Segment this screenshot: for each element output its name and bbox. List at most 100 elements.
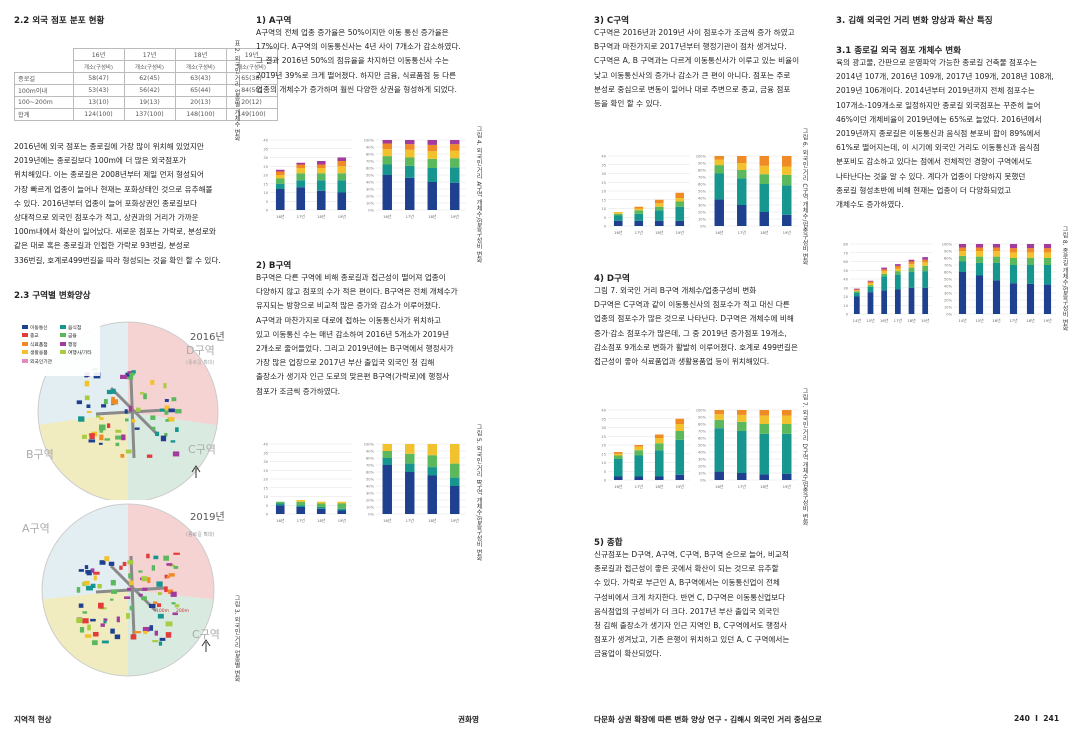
bar-segment <box>427 168 437 182</box>
bar-segment <box>894 271 901 275</box>
y-tick-label: 20 <box>843 295 848 299</box>
y-tick-label: 80% <box>366 457 375 461</box>
map-shop-marker <box>160 435 167 442</box>
north-arrow-icon <box>201 639 211 652</box>
legend-item: 종교 <box>22 333 60 341</box>
legend-item: 생활용품 <box>22 350 60 358</box>
map-shop-marker <box>92 631 99 637</box>
map-shop-marker <box>111 399 119 405</box>
bar-segment <box>405 140 415 145</box>
bar-segment <box>316 168 326 174</box>
y-tick-label: 30 <box>263 460 268 464</box>
table-cell: 149(100) <box>225 108 278 121</box>
x-tick-label: 16년 <box>383 518 392 523</box>
bar-segment <box>675 424 685 431</box>
map-shop-marker <box>100 623 105 627</box>
x-tick-label: 16년 <box>715 484 724 489</box>
y-tick-label: 0% <box>368 209 374 213</box>
y-tick-label: 90% <box>698 162 707 166</box>
chart-d-count: 0 5 10 15 20 25 30 35 40 16년 17년 18년 19년 <box>594 406 694 492</box>
y-tick-label: 5 <box>604 216 606 220</box>
y-tick-label: 15 <box>601 452 606 456</box>
map-shop-marker <box>127 587 132 591</box>
map-shop-marker <box>151 426 156 430</box>
bar-segment <box>759 474 769 480</box>
table-sub: 개소(구성비) <box>123 60 176 73</box>
bar-segment <box>737 178 747 205</box>
bar-segment <box>450 463 460 478</box>
map-shop-marker <box>110 598 114 601</box>
y-tick-label: 100% <box>696 155 707 159</box>
bar-segment <box>634 206 644 209</box>
bar-segment <box>382 149 392 157</box>
y-tick-label: 60% <box>698 437 707 441</box>
bar-segment <box>613 455 623 459</box>
map-shop-marker <box>93 575 97 581</box>
x-tick-label: 19년 <box>921 318 930 323</box>
legend-label: 행정 <box>68 342 77 348</box>
bar-segment <box>405 144 415 150</box>
bar-segment <box>853 290 860 292</box>
bar-segment <box>759 212 769 226</box>
bar-segment <box>853 288 860 290</box>
y-tick-label: 0 <box>846 313 849 317</box>
bar-segment <box>296 162 306 165</box>
map-shop-marker <box>96 415 101 418</box>
legend-swatch <box>22 350 28 355</box>
map-shop-marker <box>175 427 179 433</box>
x-tick-label: 18년 <box>655 230 664 235</box>
y-tick-label: 0 <box>604 225 607 229</box>
summary-text: 신규점포는 D구역, A구역, C구역, B구역 순으로 늘어, 비교적 종로길… <box>594 550 790 659</box>
table-cell: 124(100) <box>72 108 125 121</box>
chart-c-ratio: 0% 10% 20% 30% 40% 50% 60% 70% 80% 90% 100% 16년 17년 1… <box>694 152 802 238</box>
zone-c-title: 3) C구역 <box>594 16 630 26</box>
map-year-2019: 2019년 <box>190 511 225 523</box>
bar-segment <box>337 192 347 210</box>
zone-d-sub-2019: (종로길 확대) <box>186 531 215 538</box>
bar-segment <box>450 167 460 183</box>
y-tick-label: 40% <box>698 451 707 455</box>
y-tick-label: 40% <box>366 485 375 489</box>
x-tick-label: 19년 <box>783 484 792 489</box>
map-shop-marker <box>104 618 108 621</box>
y-tick-label: 10% <box>698 472 707 476</box>
bar-segment <box>975 247 984 251</box>
y-tick-label: 25 <box>263 165 268 169</box>
bar-segment <box>275 183 285 189</box>
x-tick-label: 19년 <box>451 214 460 219</box>
y-tick-label: 35 <box>601 163 606 167</box>
map-shop-marker <box>115 429 122 433</box>
bar-segment <box>427 144 437 152</box>
y-tick-label: 80% <box>366 153 375 157</box>
map-shop-marker <box>131 419 136 423</box>
map-shop-marker <box>158 592 162 596</box>
bar-segment <box>992 256 1001 263</box>
bar-segment <box>427 140 437 145</box>
x-tick-label: 18년 <box>428 518 437 523</box>
bar-segment <box>634 210 644 214</box>
x-tick-label: 19년 <box>676 484 685 489</box>
bar-segment <box>958 247 967 251</box>
x-tick-label: 16년 <box>715 230 724 235</box>
map-shop-marker <box>82 611 88 614</box>
table-row: 합계 124(100) 137(100) 148(100) 149(100) <box>14 108 278 121</box>
bar-segment <box>853 293 860 297</box>
y-tick-label: 30% <box>698 204 707 208</box>
map-shop-marker <box>153 555 159 560</box>
bar-segment <box>275 175 285 179</box>
bar-segment <box>958 261 967 272</box>
bar-segment <box>853 296 860 314</box>
map-shop-marker <box>164 574 168 579</box>
bar-segment <box>382 458 392 465</box>
legend-item: 여행사/기타 <box>60 350 98 358</box>
map-shop-marker <box>143 630 148 634</box>
y-tick-label: 30% <box>366 188 375 192</box>
chart-d-ratio: 0% 10% 20% 30% 40% 50% 60% 70% 80% 90% 100% 16년 17년 1… <box>694 406 802 492</box>
bar-segment <box>759 433 769 475</box>
y-tick-label: 20% <box>366 499 375 503</box>
legend-swatch <box>22 358 28 363</box>
y-tick-label: 30 <box>601 172 606 176</box>
x-tick-label: 18년 <box>907 318 916 323</box>
bar-segment <box>922 287 929 314</box>
x-tick-label: 16년 <box>614 484 623 489</box>
